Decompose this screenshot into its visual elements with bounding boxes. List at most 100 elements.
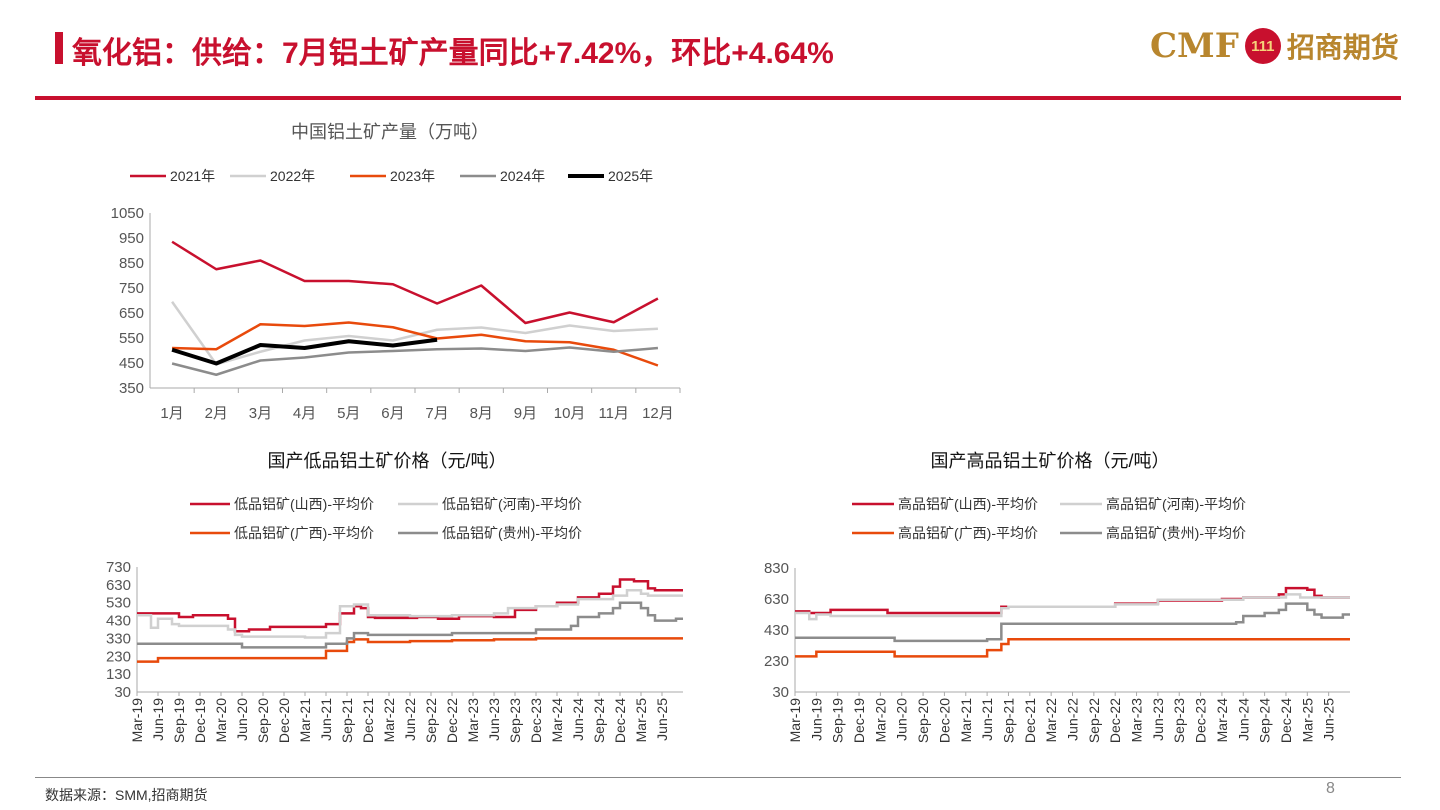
x-tick-label: Sep-20 <box>255 698 271 743</box>
x-tick-label: 6月 <box>381 405 404 422</box>
x-tick-label: Sep-21 <box>1000 698 1016 743</box>
x-tick-label: Jun-21 <box>318 698 334 741</box>
series-line-2024年 <box>171 346 659 376</box>
x-tick-label: Mar-19 <box>787 698 803 743</box>
x-tick-label: 1月 <box>160 405 183 422</box>
x-tick-label: Sep-19 <box>830 698 846 743</box>
legend-label: 低品铝矿(山西)-平均价 <box>234 496 374 512</box>
x-tick-label: Dec-24 <box>1278 698 1294 743</box>
x-tick-label: Dec-22 <box>1107 698 1123 743</box>
y-tick-label: 430 <box>106 613 131 630</box>
page-title: 氧化铝：供给：7月铝土矿产量同比+7.42%，环比+4.64% <box>72 37 834 70</box>
page-number: 8 <box>1326 780 1335 797</box>
x-tick-label: Dec-24 <box>612 698 628 743</box>
series-line-低品铝矿(山西)-平均价 <box>137 578 683 633</box>
x-tick-label: 9月 <box>514 405 537 422</box>
y-tick-label: 1050 <box>111 205 144 222</box>
x-tick-label: Jun-24 <box>570 698 586 741</box>
legend-label: 低品铝矿(广西)-平均价 <box>234 525 374 541</box>
x-tick-label: Mar-21 <box>297 698 313 743</box>
x-tick-label: Dec-22 <box>444 698 460 743</box>
x-tick-label: Jun-25 <box>1321 698 1337 741</box>
x-tick-label: Sep-23 <box>1171 698 1187 743</box>
x-tick-label: Dec-21 <box>1022 698 1038 743</box>
x-tick-label: Sep-19 <box>171 698 187 743</box>
legend-label: 2021年 <box>170 168 215 184</box>
x-tick-label: Jun-19 <box>808 698 824 741</box>
x-tick-label: Dec-23 <box>528 698 544 743</box>
x-tick-label: Jun-20 <box>894 698 910 741</box>
title-accent-bar <box>55 32 63 64</box>
legend-label: 高品铝矿(山西)-平均价 <box>898 496 1038 512</box>
legend-label: 低品铝矿(贵州)-平均价 <box>442 525 582 541</box>
x-tick-label: Mar-23 <box>1129 698 1145 743</box>
legend-label: 2023年 <box>390 168 435 184</box>
y-tick-label: 230 <box>764 653 789 670</box>
logo-badge-icon: 111 <box>1244 28 1281 64</box>
x-tick-label: Mar-20 <box>872 698 888 743</box>
x-tick-label: Sep-24 <box>591 698 607 743</box>
series-line-2022年 <box>171 301 658 366</box>
y-tick-label: 630 <box>106 577 131 594</box>
y-tick-label: 630 <box>764 591 789 608</box>
x-tick-label: Sep-24 <box>1257 698 1273 743</box>
series-line-低品铝矿(广西)-平均价 <box>137 637 683 663</box>
y-tick-label: 550 <box>119 330 144 347</box>
series-line-高品铝矿(广西)-平均价 <box>795 638 1350 658</box>
y-tick-label: 530 <box>106 595 131 612</box>
high-grade-price-chart: 国产高品铝土矿价格（元/吨） 高品铝矿(山西)-平均价 高品铝矿(河南)-平均价高品… <box>764 451 1350 743</box>
x-tick-label: 8月 <box>470 405 493 422</box>
y-tick-label: 130 <box>106 666 131 683</box>
chart-title: 国产高品铝土矿价格（元/吨） <box>931 451 1170 471</box>
y-tick-label: 650 <box>119 305 144 322</box>
x-tick-label: Mar-24 <box>549 698 565 743</box>
x-tick-label: Mar-19 <box>129 698 145 743</box>
y-tick-label: 850 <box>119 255 144 272</box>
legend-label: 高品铝矿(广西)-平均价 <box>898 525 1038 541</box>
x-tick-label: Mar-24 <box>1214 698 1230 743</box>
legend-label: 2022年 <box>270 168 315 184</box>
x-tick-label: Sep-21 <box>339 698 355 743</box>
x-tick-label: Sep-22 <box>423 698 439 743</box>
x-tick-label: Jun-22 <box>1065 698 1081 741</box>
y-tick-label: 330 <box>106 630 131 647</box>
x-tick-label: Dec-19 <box>851 698 867 743</box>
x-tick-label: Mar-22 <box>1043 698 1059 743</box>
x-tick-label: Jun-25 <box>654 698 670 741</box>
x-tick-label: Dec-23 <box>1193 698 1209 743</box>
x-tick-label: Mar-21 <box>958 698 974 743</box>
low-grade-price-chart: 国产低品铝土矿价格（元/吨） 低品铝矿(山西)-平均价 低品铝矿(河南)-平均价低品… <box>106 451 683 743</box>
x-tick-label: Jun-23 <box>486 698 502 741</box>
x-tick-label: Mar-25 <box>633 698 649 743</box>
legend-label: 低品铝矿(河南)-平均价 <box>442 496 582 512</box>
legend-label: 2024年 <box>500 168 545 184</box>
logo-cn: 招商期货 <box>1286 32 1399 63</box>
y-tick-label: 830 <box>764 560 789 577</box>
series-line-低品铝矿(河南)-平均价 <box>137 588 683 639</box>
x-tick-label: 3月 <box>249 405 272 422</box>
x-tick-label: Dec-19 <box>192 698 208 743</box>
x-tick-label: Dec-21 <box>360 698 376 743</box>
x-tick-label: Jun-21 <box>979 698 995 741</box>
y-tick-label: 950 <box>119 230 144 247</box>
series-line-2023年 <box>172 321 659 367</box>
series-line-高品铝矿(山西)-平均价 <box>795 586 1350 615</box>
x-tick-label: 10月 <box>554 405 586 422</box>
legend-label: 高品铝矿(贵州)-平均价 <box>1106 525 1246 541</box>
chart-title: 国产低品铝土矿价格（元/吨） <box>268 451 507 471</box>
series-line-低品铝矿(贵州)-平均价 <box>137 601 683 649</box>
x-tick-label: Mar-20 <box>213 698 229 743</box>
x-tick-label: 7月 <box>425 405 448 422</box>
legend-label: 2025年 <box>608 168 653 184</box>
x-tick-label: Mar-25 <box>1299 698 1315 743</box>
x-tick-label: Dec-20 <box>276 698 292 743</box>
x-tick-label: Jun-19 <box>150 698 166 741</box>
bauxite-output-chart: 中国铝土矿产量（万吨） 2021年 2022年 2023年 2024年 2025年 350 4… <box>111 122 681 422</box>
logo-text: CMF <box>1150 26 1239 66</box>
x-tick-label: 2月 <box>205 405 228 422</box>
y-tick-label: 750 <box>119 280 144 297</box>
y-tick-label: 30 <box>772 684 789 701</box>
series-line-高品铝矿(贵州)-平均价 <box>795 602 1350 643</box>
x-tick-label: 4月 <box>293 405 316 422</box>
company-logo: CMF 111 招商期货 <box>1150 26 1399 66</box>
